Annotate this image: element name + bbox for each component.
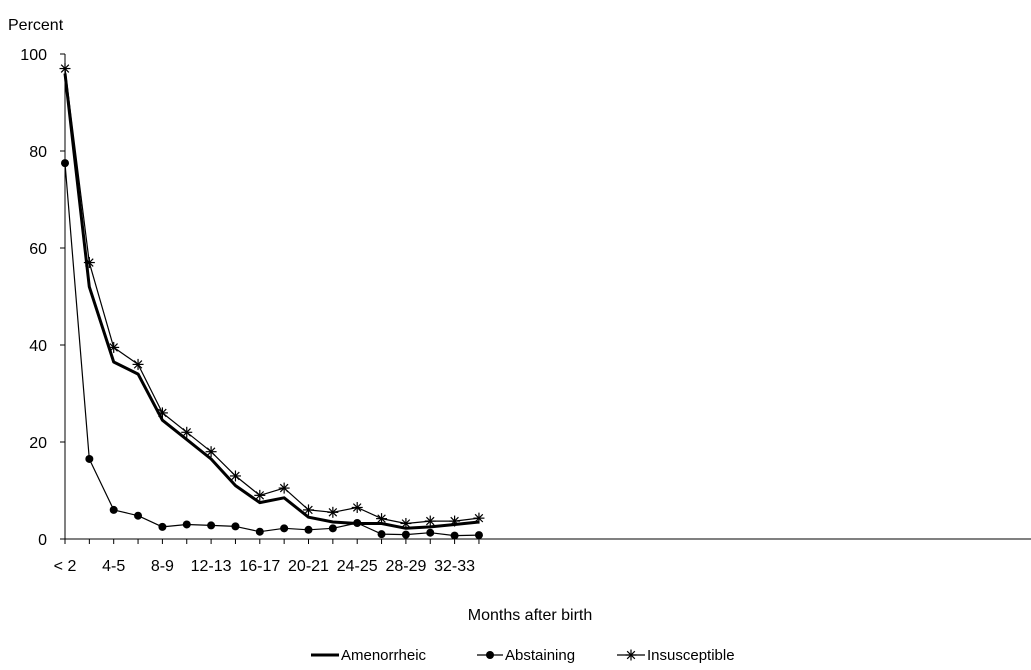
x-tick-label: 4-5 xyxy=(102,558,125,575)
x-tick-label: 24-25 xyxy=(337,558,378,575)
x-tick-label: 8-9 xyxy=(151,558,174,575)
abstaining-point xyxy=(255,527,264,536)
insusceptible-point xyxy=(449,515,461,527)
abstaining-point xyxy=(401,530,410,539)
abstaining-point xyxy=(377,530,386,539)
y-axis: 0 20 40 60 80 100 xyxy=(20,47,66,549)
series-abstaining xyxy=(61,159,483,540)
insusceptible-point xyxy=(424,515,436,527)
y-axis-title: Percent xyxy=(8,17,64,34)
x-tick-label: 20-21 xyxy=(288,558,329,575)
abstaining-point xyxy=(109,505,118,514)
abstaining-point xyxy=(426,528,435,537)
insusceptible-point xyxy=(327,506,339,518)
legend-item-amenorrheic: Amenorrheic xyxy=(311,647,427,664)
series-insusceptible xyxy=(59,63,485,529)
insusceptible-line xyxy=(64,68,480,525)
insusceptible-point xyxy=(181,426,193,438)
abstaining-point xyxy=(182,520,191,529)
y-tick-label: 20 xyxy=(29,435,47,452)
y-tick-label: 100 xyxy=(20,47,47,64)
abstaining-point xyxy=(61,159,69,168)
abstaining-point xyxy=(304,525,313,534)
y-tick-label: 40 xyxy=(29,338,47,355)
legend-label: Abstaining xyxy=(505,647,575,664)
abstaining-point xyxy=(280,524,289,533)
legend-item-abstaining: Abstaining xyxy=(477,647,575,664)
insusceptible-point xyxy=(473,512,485,524)
x-tick-label: 12-13 xyxy=(191,558,232,575)
y-tick-label: 60 xyxy=(29,241,47,258)
abstaining-point xyxy=(134,511,143,520)
insusceptible-point xyxy=(278,482,290,494)
abstaining-point xyxy=(328,524,337,533)
x-tick-label: 28-29 xyxy=(385,558,426,575)
insusceptible-point xyxy=(108,341,120,353)
insusceptible-point xyxy=(400,517,412,529)
insusceptible-point xyxy=(303,504,314,516)
insusceptible-point xyxy=(229,470,241,482)
insusceptible-point xyxy=(132,358,144,370)
abstaining-point xyxy=(158,522,167,531)
abstaining-point xyxy=(207,521,216,530)
legend-marker xyxy=(625,649,637,661)
x-tick-label: 32-33 xyxy=(434,558,475,575)
legend-marker xyxy=(486,651,494,659)
insusceptible-point xyxy=(376,513,388,525)
legend-label: Insusceptible xyxy=(647,647,735,664)
insusceptible-point xyxy=(156,407,168,419)
x-tick-label: 16-17 xyxy=(239,558,280,575)
insusceptible-point xyxy=(59,63,71,75)
x-axis-title: Months after birth xyxy=(468,607,593,624)
abstaining-point xyxy=(353,518,362,527)
abstaining-point xyxy=(474,531,483,540)
legend: Amenorrheic Abstaining Insusceptible xyxy=(311,647,735,664)
series-amenorrheic xyxy=(63,73,480,530)
y-tick-label: 80 xyxy=(29,144,47,161)
insusceptible-point xyxy=(351,501,363,513)
abstaining-point xyxy=(231,522,240,531)
insusceptible-point xyxy=(83,257,95,269)
abstaining-point xyxy=(85,454,94,463)
legend-item-insusceptible: Insusceptible xyxy=(617,647,735,664)
amenorrheic-line xyxy=(63,73,480,530)
abstaining-point xyxy=(450,531,459,540)
series-layer xyxy=(59,63,485,540)
insusceptible-point xyxy=(254,489,266,501)
y-tick-label: 0 xyxy=(38,532,47,549)
abstaining-line xyxy=(64,163,480,537)
x-axis: < 2 4-5 8-9 12-13 16-17 20-21 24-25 28-29 32-33 xyxy=(54,538,1031,575)
legend-label: Amenorrheic xyxy=(341,647,427,664)
x-tick-label: < 2 xyxy=(54,558,77,575)
insusceptible-point xyxy=(205,446,217,458)
